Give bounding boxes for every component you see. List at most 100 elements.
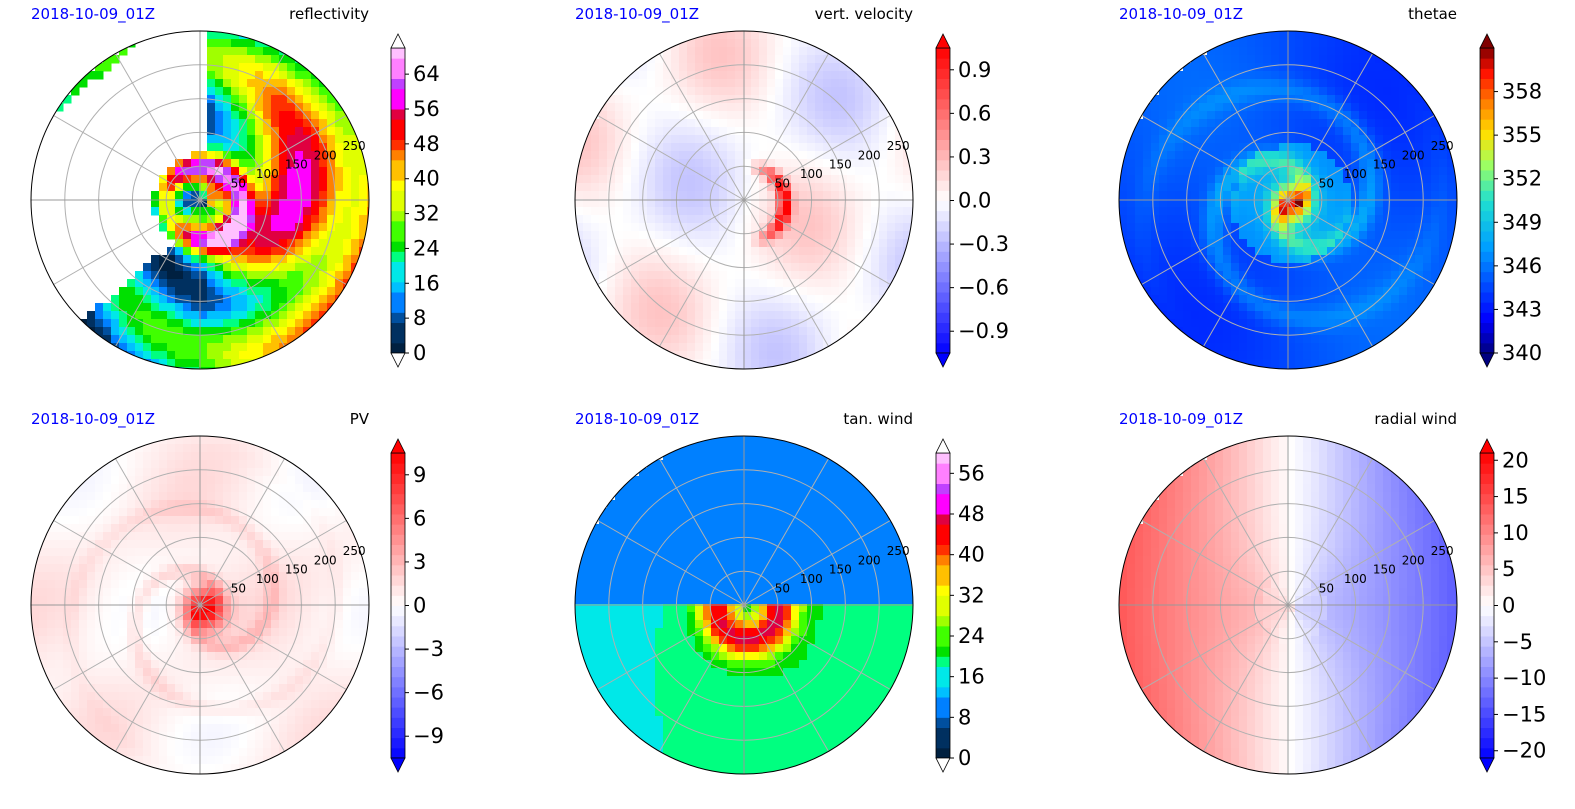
colorbar-tick-label: 349 — [1502, 210, 1542, 234]
plot-boundary — [574, 30, 914, 370]
colorbar-extend-low — [390, 352, 406, 368]
ring-label: 150 — [829, 563, 852, 577]
radial-spoke — [1287, 53, 1373, 201]
colorbar-extend-low — [390, 757, 406, 773]
panel-date: 2018-10-09_01Z — [31, 5, 155, 24]
radial-spoke — [659, 458, 745, 606]
ring-label: 250 — [887, 139, 910, 153]
field-tan-wind — [575, 436, 913, 774]
colorbar-tick-label: 9 — [413, 463, 426, 487]
colorbar-tick-label: 56 — [413, 97, 440, 121]
colorbar-reflectivity: 0 8 16 24 32 40 48 56 64 — [390, 33, 440, 368]
colorbar-tick-label: 20 — [1502, 448, 1529, 472]
colorbar-tick-label: 355 — [1502, 123, 1542, 147]
colorbar-extend-low — [1479, 757, 1495, 773]
ring-label: 250 — [1431, 544, 1454, 558]
colorbar-extend-low — [935, 352, 951, 368]
colorbar-extend-high — [1479, 438, 1495, 454]
colorbar-tick-label: 10 — [1502, 521, 1529, 545]
colorbar-tick-label: 340 — [1502, 341, 1542, 365]
colorbar-tick-label: 8 — [958, 705, 971, 729]
colorbar-tick-label: 6 — [413, 506, 426, 530]
colorbar-tick-label: −20 — [1502, 739, 1546, 763]
colorbar-tick-label: 0.3 — [958, 145, 991, 169]
radial-spoke — [743, 604, 829, 752]
colorbar-extend-high — [935, 33, 951, 49]
radial-spoke — [1287, 604, 1373, 752]
field-thetae — [1119, 31, 1457, 369]
radial-spoke — [743, 458, 829, 606]
ring-label: 200 — [314, 553, 337, 567]
ring-label: 100 — [800, 572, 823, 586]
ring-label: 200 — [858, 148, 881, 162]
colorbar-tick-label: 24 — [413, 236, 440, 260]
radial-spoke — [743, 53, 829, 201]
field-pv — [31, 436, 369, 774]
ring-label: 100 — [256, 167, 279, 181]
radial-spoke — [1203, 199, 1289, 347]
radial-spoke — [115, 53, 201, 201]
ring-label: 200 — [314, 148, 337, 162]
colorbar-tick-label: 0.6 — [958, 101, 991, 125]
field-reflectivity — [55, 31, 369, 369]
colorbar-tick-label: 48 — [958, 502, 985, 526]
ring-label: 250 — [1431, 139, 1454, 153]
colorbar-tick-label: 16 — [958, 665, 985, 689]
radial-spoke — [1141, 115, 1289, 201]
radial-spoke — [597, 199, 745, 285]
panel-title: reflectivity — [289, 5, 369, 23]
panel-date: 2018-10-09_01Z — [31, 410, 155, 429]
ring-label: 50 — [1319, 582, 1334, 596]
radial-spoke — [1141, 199, 1289, 285]
radial-spoke — [53, 115, 201, 201]
ring-label: 50 — [231, 177, 246, 191]
radial-spoke — [199, 458, 285, 606]
colorbar-tick-label: −0.6 — [958, 276, 1009, 300]
colorbar-tick-label: 15 — [1502, 485, 1529, 509]
radial-spoke — [1203, 458, 1289, 606]
plot-boundary — [1118, 435, 1458, 775]
radial-spoke — [597, 604, 745, 690]
radial-spoke — [115, 604, 201, 752]
panel-date: 2018-10-09_01Z — [1119, 410, 1243, 429]
radial-spoke — [1287, 604, 1435, 690]
colorbar-tick-label: 3 — [413, 550, 426, 574]
panel-pv: 50 100 150 200 250 2018-10-09_01Z PV −9 −6 −3 0 3 6 9 — [30, 410, 444, 775]
radial-spoke — [53, 520, 201, 606]
panel-title: radial wind — [1374, 410, 1457, 428]
colorbar-tick-label: 48 — [413, 132, 440, 156]
colorbar-extend-low — [935, 757, 951, 773]
colorbar-vert-velocity: −0.9 −0.6 −0.3 0.0 0.3 0.6 0.9 — [935, 33, 1009, 368]
ring-label: 50 — [775, 582, 790, 596]
ring-label: 100 — [800, 167, 823, 181]
radial-spoke — [743, 115, 891, 201]
radial-spoke — [1287, 199, 1373, 347]
colorbar-tick-label: 64 — [413, 62, 440, 86]
radial-spoke — [1203, 53, 1289, 201]
radial-spoke — [199, 604, 347, 690]
ring-label: 150 — [1373, 563, 1396, 577]
colorbar-tick-label: 346 — [1502, 254, 1542, 278]
colorbar-radial-wind: −20 −15 −10 −5 0 5 10 15 20 — [1479, 438, 1546, 773]
radial-spoke — [1141, 520, 1289, 606]
ring-label: 250 — [343, 544, 366, 558]
panel-title: thetae — [1408, 5, 1457, 23]
radial-spoke — [199, 520, 347, 606]
colorbar-tick-label: 343 — [1502, 297, 1542, 321]
radial-spoke — [659, 604, 745, 752]
ring-label: 50 — [231, 582, 246, 596]
colorbar-thetae: 340 343 346 349 352 355 358 — [1479, 33, 1542, 368]
panel-title: tan. wind — [843, 410, 913, 428]
colorbar-tick-label: 0 — [958, 746, 971, 770]
colorbar-tick-label: 0 — [413, 594, 426, 618]
colorbar-tick-label: 5 — [1502, 557, 1515, 581]
colorbar-tick-label: 358 — [1502, 80, 1542, 104]
colorbar-extend-low — [1479, 352, 1495, 368]
radial-spoke — [1287, 199, 1435, 285]
radial-spoke — [199, 115, 347, 201]
colorbar-extend-high — [935, 438, 951, 454]
panel-title: vert. velocity — [815, 5, 913, 23]
colorbar-tick-label: −0.3 — [958, 232, 1009, 256]
colorbar-tick-label: −6 — [413, 681, 444, 705]
